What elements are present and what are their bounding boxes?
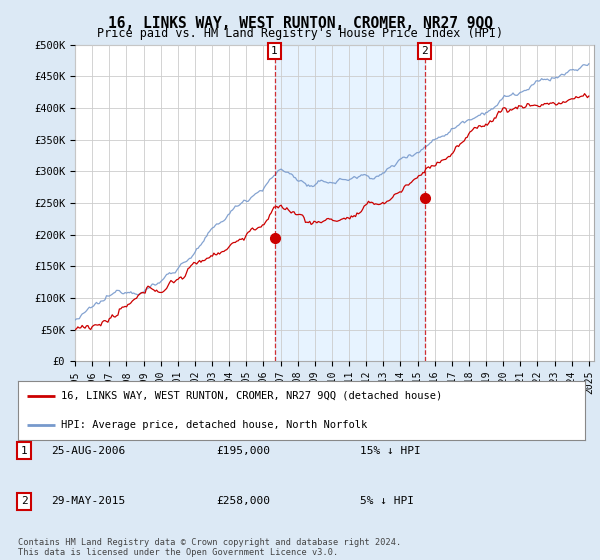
Text: 2: 2: [20, 496, 28, 506]
Text: 1: 1: [271, 46, 278, 56]
Text: Price paid vs. HM Land Registry's House Price Index (HPI): Price paid vs. HM Land Registry's House …: [97, 27, 503, 40]
Text: 2: 2: [421, 46, 428, 56]
Text: 5% ↓ HPI: 5% ↓ HPI: [360, 496, 414, 506]
Text: 25-AUG-2006: 25-AUG-2006: [51, 446, 125, 456]
Text: 1: 1: [20, 446, 28, 456]
Text: 16, LINKS WAY, WEST RUNTON, CROMER, NR27 9QQ: 16, LINKS WAY, WEST RUNTON, CROMER, NR27…: [107, 16, 493, 31]
Text: £258,000: £258,000: [216, 496, 270, 506]
Text: 15% ↓ HPI: 15% ↓ HPI: [360, 446, 421, 456]
Text: 16, LINKS WAY, WEST RUNTON, CROMER, NR27 9QQ (detached house): 16, LINKS WAY, WEST RUNTON, CROMER, NR27…: [61, 390, 442, 400]
Text: 29-MAY-2015: 29-MAY-2015: [51, 496, 125, 506]
Text: Contains HM Land Registry data © Crown copyright and database right 2024.
This d: Contains HM Land Registry data © Crown c…: [18, 538, 401, 557]
Text: £195,000: £195,000: [216, 446, 270, 456]
Bar: [275, 45, 425, 361]
Text: HPI: Average price, detached house, North Norfolk: HPI: Average price, detached house, Nort…: [61, 420, 367, 430]
